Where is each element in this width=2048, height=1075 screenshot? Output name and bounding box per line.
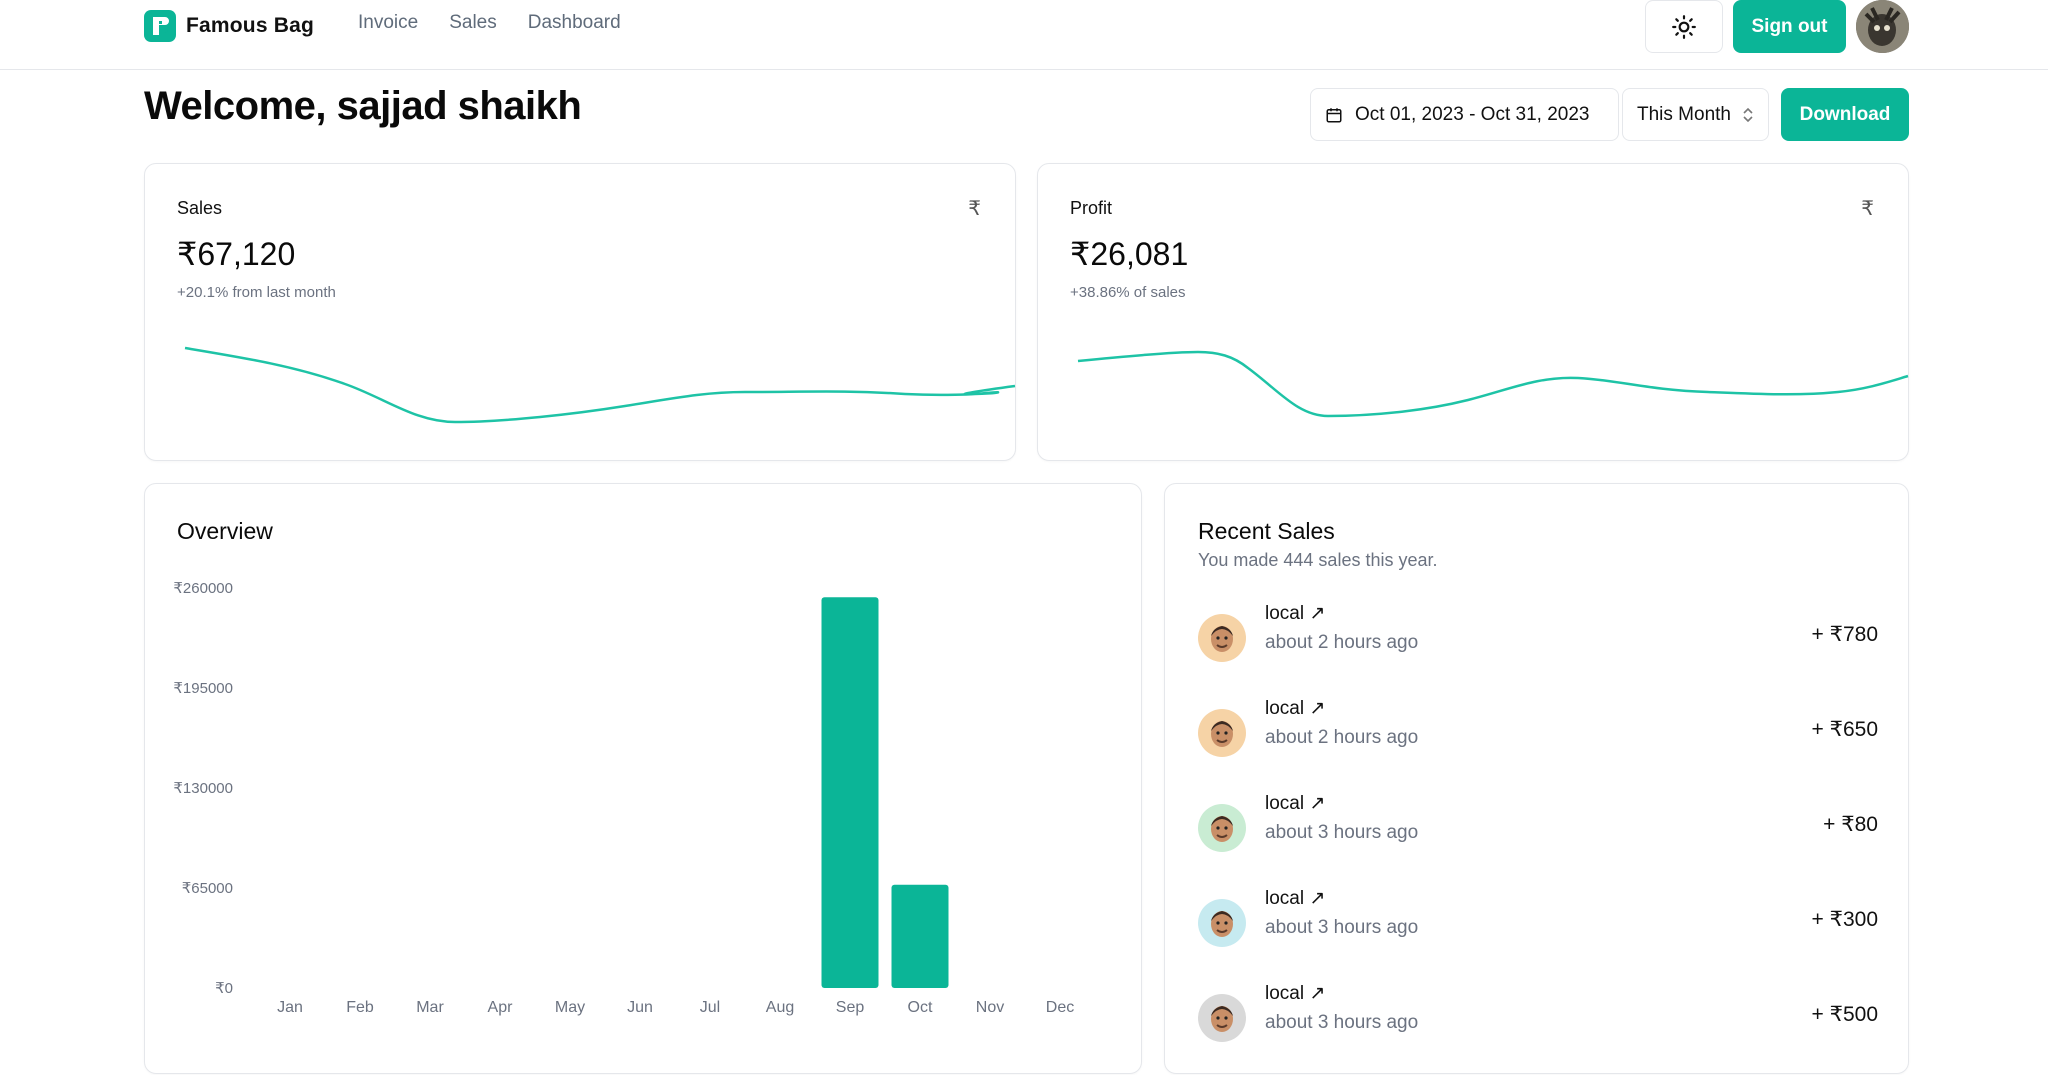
x-axis-tick-label: Sep <box>836 999 865 1016</box>
sales-sparkline <box>145 314 1017 454</box>
overview-bar-chart: ₹0 ₹65000 ₹130000 ₹195000 ₹260000 Jan Feb Mar Ap… <box>145 484 1143 1075</box>
theme-toggle-button[interactable] <box>1645 0 1723 53</box>
x-axis-tick-label: Aug <box>766 999 794 1016</box>
overview-card: Overview ₹0 ₹65000 ₹130000 ₹195000 ₹260000 Ja… <box>144 483 1142 1074</box>
sale-list-item[interactable]: local ↗ about 3 hours ago + ₹300 <box>1198 887 1878 949</box>
sun-icon <box>1671 14 1697 40</box>
recent-sales-subtitle: You made 444 sales this year. <box>1198 550 1438 571</box>
rupee-icon: ₹ <box>968 196 981 221</box>
chevron-up-down-icon <box>1742 106 1754 124</box>
sales-card-title: Sales <box>177 198 222 219</box>
x-axis-tick-label: Oct <box>908 999 933 1016</box>
profit-card: Profit ₹ ₹26,081 +38.86% of sales <box>1037 163 1909 461</box>
customer-avatar <box>1198 994 1246 1042</box>
y-axis-tick-label: ₹0 <box>215 980 233 997</box>
x-axis-tick-label: Mar <box>416 999 444 1016</box>
profit-value: ₹26,081 <box>1070 235 1188 273</box>
sale-amount: + ₹300 <box>1812 907 1879 932</box>
user-avatar[interactable] <box>1856 0 1909 53</box>
avatar-face-icon <box>1198 994 1246 1042</box>
sale-time: about 3 hours ago <box>1265 917 1418 939</box>
customer-avatar <box>1198 899 1246 947</box>
x-axis-tick-label: Jun <box>627 999 653 1016</box>
sign-out-button[interactable]: Sign out <box>1733 0 1846 53</box>
y-axis-tick-label: ₹65000 <box>182 880 233 897</box>
x-axis-tick-label: May <box>555 999 585 1016</box>
sales-card: Sales ₹ ₹67,120 +20.1% from last month <box>144 163 1016 461</box>
customer-avatar <box>1198 709 1246 757</box>
sale-time: about 2 hours ago <box>1265 632 1418 654</box>
calendar-icon <box>1325 106 1343 124</box>
profit-margin: +38.86% of sales <box>1070 284 1186 301</box>
sale-list-item[interactable]: local ↗ about 3 hours ago + ₹500 <box>1198 982 1878 1044</box>
recent-sales-title: Recent Sales <box>1198 518 1335 545</box>
nav-link-sales[interactable]: Sales <box>449 12 497 34</box>
chart-bar-sep[interactable] <box>822 597 879 988</box>
customer-name[interactable]: local ↗ <box>1265 887 1325 910</box>
avatar-face-icon <box>1198 899 1246 947</box>
sales-change: +20.1% from last month <box>177 284 336 301</box>
brand-logo[interactable]: Famous Bag <box>144 10 314 42</box>
user-avatar-image <box>1856 0 1909 53</box>
nav-link-invoice[interactable]: Invoice <box>358 12 418 34</box>
download-button[interactable]: Download <box>1781 88 1909 141</box>
rupee-icon: ₹ <box>1861 196 1874 221</box>
period-select[interactable]: This Month <box>1622 88 1769 141</box>
sale-time: about 3 hours ago <box>1265 1012 1418 1034</box>
x-axis-tick-label: Apr <box>488 999 514 1016</box>
x-axis-tick-label: Jan <box>277 999 303 1016</box>
avatar-face-icon <box>1198 709 1246 757</box>
top-navbar: Famous Bag Invoice Sales Dashboard Sign … <box>0 0 2048 70</box>
period-select-value: This Month <box>1637 104 1731 126</box>
sale-amount: + ₹650 <box>1812 717 1879 742</box>
x-axis-tick-label: Feb <box>346 999 374 1016</box>
customer-name[interactable]: local ↗ <box>1265 697 1325 720</box>
x-axis-tick-label: Jul <box>700 999 720 1016</box>
sale-amount: + ₹780 <box>1812 622 1879 647</box>
customer-name[interactable]: local ↗ <box>1265 602 1325 625</box>
date-range-picker[interactable]: Oct 01, 2023 - Oct 31, 2023 <box>1310 88 1619 141</box>
sale-amount: + ₹80 <box>1823 812 1878 837</box>
chart-bar-oct[interactable] <box>892 885 949 988</box>
nav-link-dashboard[interactable]: Dashboard <box>528 12 621 34</box>
profit-card-title: Profit <box>1070 198 1112 219</box>
recent-sales-card: Recent Sales You made 444 sales this yea… <box>1164 483 1909 1074</box>
avatar-face-icon <box>1198 614 1246 662</box>
x-axis-tick-label: Nov <box>976 999 1004 1016</box>
sale-amount: + ₹500 <box>1812 1002 1879 1027</box>
sale-time: about 2 hours ago <box>1265 727 1418 749</box>
x-axis-tick-label: Dec <box>1046 999 1074 1016</box>
y-axis-tick-label: ₹195000 <box>173 680 233 697</box>
sale-time: about 3 hours ago <box>1265 822 1418 844</box>
y-axis-tick-label: ₹260000 <box>173 580 233 597</box>
sale-list-item[interactable]: local ↗ about 2 hours ago + ₹650 <box>1198 697 1878 759</box>
customer-name[interactable]: local ↗ <box>1265 982 1325 1005</box>
customer-avatar <box>1198 804 1246 852</box>
customer-avatar <box>1198 614 1246 662</box>
sale-list-item[interactable]: local ↗ about 3 hours ago + ₹80 <box>1198 792 1878 854</box>
y-axis-tick-label: ₹130000 <box>173 780 233 797</box>
page-title: Welcome, sajjad shaikh <box>144 84 581 129</box>
sale-list-item[interactable]: local ↗ about 2 hours ago + ₹780 <box>1198 602 1878 664</box>
customer-name[interactable]: local ↗ <box>1265 792 1325 815</box>
sales-value: ₹67,120 <box>177 235 295 273</box>
brand-name: Famous Bag <box>186 14 314 38</box>
date-range-value: Oct 01, 2023 - Oct 31, 2023 <box>1355 104 1589 126</box>
brand-logo-icon <box>144 10 176 42</box>
profit-sparkline <box>1038 314 1910 454</box>
avatar-face-icon <box>1198 804 1246 852</box>
main-nav: Invoice Sales Dashboard <box>358 12 621 34</box>
